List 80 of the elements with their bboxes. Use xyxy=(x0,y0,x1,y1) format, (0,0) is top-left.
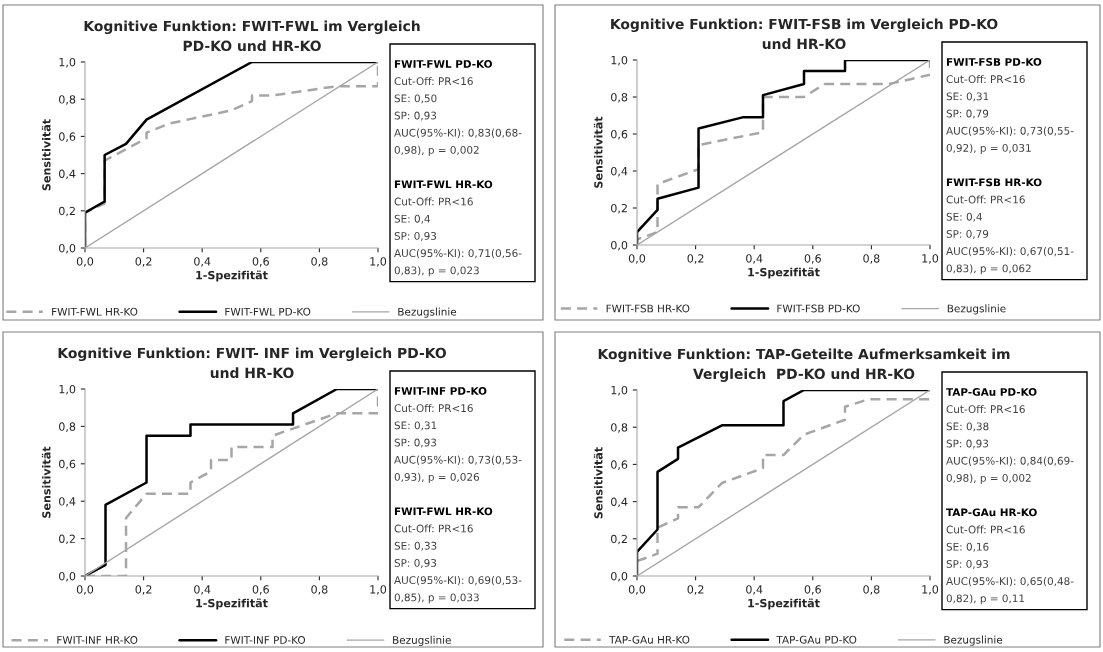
y-tick-label: 0,2 xyxy=(59,206,75,217)
y-tick-label: 0,4 xyxy=(59,497,76,507)
y-tick-label: 0,0 xyxy=(59,243,76,254)
x-tick-label: 0,8 xyxy=(863,254,880,264)
y-tick-label: 0,0 xyxy=(59,571,76,582)
legend-label: Bezugslinie xyxy=(393,635,451,646)
x-tick-label: 1,0 xyxy=(370,585,387,595)
legend-label: FWIT-FSB PD-KO xyxy=(777,304,860,313)
y-tick-label: 0,4 xyxy=(611,166,628,177)
y-axis-title: Sensitivität xyxy=(41,446,51,518)
x-axis-title: 1-Spezifität xyxy=(196,598,268,610)
text: TAP-GAu PD-KO Cut-Off: PR<16 SE: 0,38 SP: 0,93 AUC(95%-KI): 0,84(0,69- 0,98), p = 0,002 xyxy=(946,387,1074,484)
legend-label: FWIT-FSB HR-KO xyxy=(606,304,690,313)
y-tick-label: 0,8 xyxy=(611,423,628,433)
x-tick-label: 1,0 xyxy=(922,585,939,595)
y-tick-label: 1,0 xyxy=(59,57,76,68)
y-tick-label: 0,6 xyxy=(611,460,628,470)
y-axis-title: Sensitivität xyxy=(41,119,51,191)
x-tick-label: 1,0 xyxy=(370,257,387,267)
y-tick-label: 0,2 xyxy=(59,534,75,545)
x-tick-label: 0,2 xyxy=(687,585,704,595)
x-tick-label: 0,4 xyxy=(194,257,211,267)
y-tick-label: 0,0 xyxy=(611,240,628,251)
text: FWIT-FWL PD-KO Cut-Off: PR<16 SE: 0,50 SP: 0,93 AUC(95%-KI): 0,83(0,68- 0,98), p = 0,002 xyxy=(394,59,522,156)
x-tick-label: 0,8 xyxy=(311,257,328,267)
x-tick-label: 0,8 xyxy=(311,585,328,595)
x-tick-label: 0,0 xyxy=(628,585,646,595)
text: FWIT-INF PD-KO Cut-Off: PR<16 SE: 0,31 SP: 0,93 AUC(95%-KI): 0,73(0,53- 0,93), p = 0,026 xyxy=(394,386,522,483)
x-tick-label: 1,0 xyxy=(922,254,939,264)
x-tick-label: 0,4 xyxy=(746,254,763,264)
x-tick-label: 0,6 xyxy=(804,254,821,264)
y-tick-label: 0,4 xyxy=(59,169,76,180)
y-tick-label: 0,8 xyxy=(59,95,76,105)
y-tick-label: 0,2 xyxy=(611,534,627,545)
legend-label: FWIT-INF PD-KO xyxy=(225,636,306,644)
x-tick-label: 0,2 xyxy=(135,585,152,595)
x-axis-title: 1-Spezifität xyxy=(196,270,268,282)
y-tick-label: 1,0 xyxy=(59,384,76,395)
x-tick-label: 0,2 xyxy=(135,257,152,267)
x-axis-title: 1-Spezifität xyxy=(748,598,820,610)
y-tick-label: 0,4 xyxy=(611,497,628,508)
x-tick-label: 0,6 xyxy=(252,585,269,595)
y-tick-label: 0,6 xyxy=(611,129,628,140)
x-tick-label: 0,4 xyxy=(194,585,211,595)
x-tick-label: 0,8 xyxy=(863,585,880,595)
y-axis-title: Sensitivität xyxy=(593,116,603,188)
legend-label: Bezugslinie xyxy=(947,304,1006,315)
y-tick-label: 0,8 xyxy=(611,92,628,103)
legend-label: FWIT-INF HR-KO xyxy=(57,636,138,644)
chart-title: Kognitive Funktion: FWIT-FSB im Vergleich PD-KO und HR-KO xyxy=(611,18,998,50)
legend-label: TAP-GAu PD-KO xyxy=(776,635,857,644)
chart-title: Kognitive Funktion: FWIT- INF im Vergleich PD-KO und HR-KO xyxy=(58,347,446,379)
y-tick-label: 0,6 xyxy=(59,459,76,470)
text: FWIT-FSB PD-KO Cut-Off: PR<16 SE: 0,31 SP: 0,79 AUC(95%-KI): 0,73(0,55- 0,92), p = 0,031 xyxy=(946,57,1074,154)
x-tick-label: 0,6 xyxy=(804,585,821,595)
y-tick-label: 1,0 xyxy=(611,385,628,396)
text: FWIT-FWL HR-KO Cut-Off: PR<16 SE: 0,33 SP: 0,93 AUC(95%-KI): 0,69(0,53- 0,85), p = 0,033 xyxy=(394,507,522,604)
x-tick-label: 0,6 xyxy=(252,257,269,267)
y-axis-title: Sensitivität xyxy=(593,447,603,519)
legend-label: TAP-GAu HR-KO xyxy=(609,635,690,644)
x-tick-label: 0,4 xyxy=(746,585,763,595)
legend-label: FWIT-FWL HR-KO xyxy=(52,307,138,316)
legend-label: Bezugslinie xyxy=(398,307,457,318)
y-tick-label: 1,0 xyxy=(611,55,628,66)
x-axis-title: 1-Spezifität xyxy=(748,267,820,279)
x-tick-label: 0,0 xyxy=(628,254,646,264)
chart-title: Kognitive Funktion: FWIT-FWL im Vergleich PD-KO und HR-KO xyxy=(84,20,420,52)
text: FWIT-FWL HR-KO Cut-Off: PR<16 SE: 0,4 SP: 0,93 AUC(95%-KI): 0,71(0,56- 0,83), p = 0,023 xyxy=(394,180,522,277)
x-tick-label: 0,0 xyxy=(76,257,94,267)
y-tick-label: 0,6 xyxy=(59,132,76,142)
x-tick-label: 0,2 xyxy=(687,254,704,264)
x-tick-label: 0,0 xyxy=(76,585,94,595)
text: FWIT-FSB HR-KO Cut-Off: PR<16 SE: 0,4 SP: 0,79 AUC(95%-KI): 0,67(0,51- 0,83), p = 0,062 xyxy=(946,178,1074,275)
legend-label: FWIT-FWL PD-KO xyxy=(225,307,311,316)
y-tick-label: 0,2 xyxy=(611,203,627,214)
text: TAP-GAu HR-KO Cut-Off: PR<16 SE: 0,16 SP: 0,93 AUC(95%-KI): 0,65(0,48- 0,82), p = 0,11 xyxy=(946,508,1074,605)
y-tick-label: 0,8 xyxy=(59,422,76,432)
chart-title: Kognitive Funktion: TAP-Geteilte Aufmerksamkeit im Vergleich PD-KO und HR-KO xyxy=(598,348,1010,382)
legend-label: Bezugslinie xyxy=(944,635,1003,646)
y-tick-label: 0,0 xyxy=(611,571,628,582)
